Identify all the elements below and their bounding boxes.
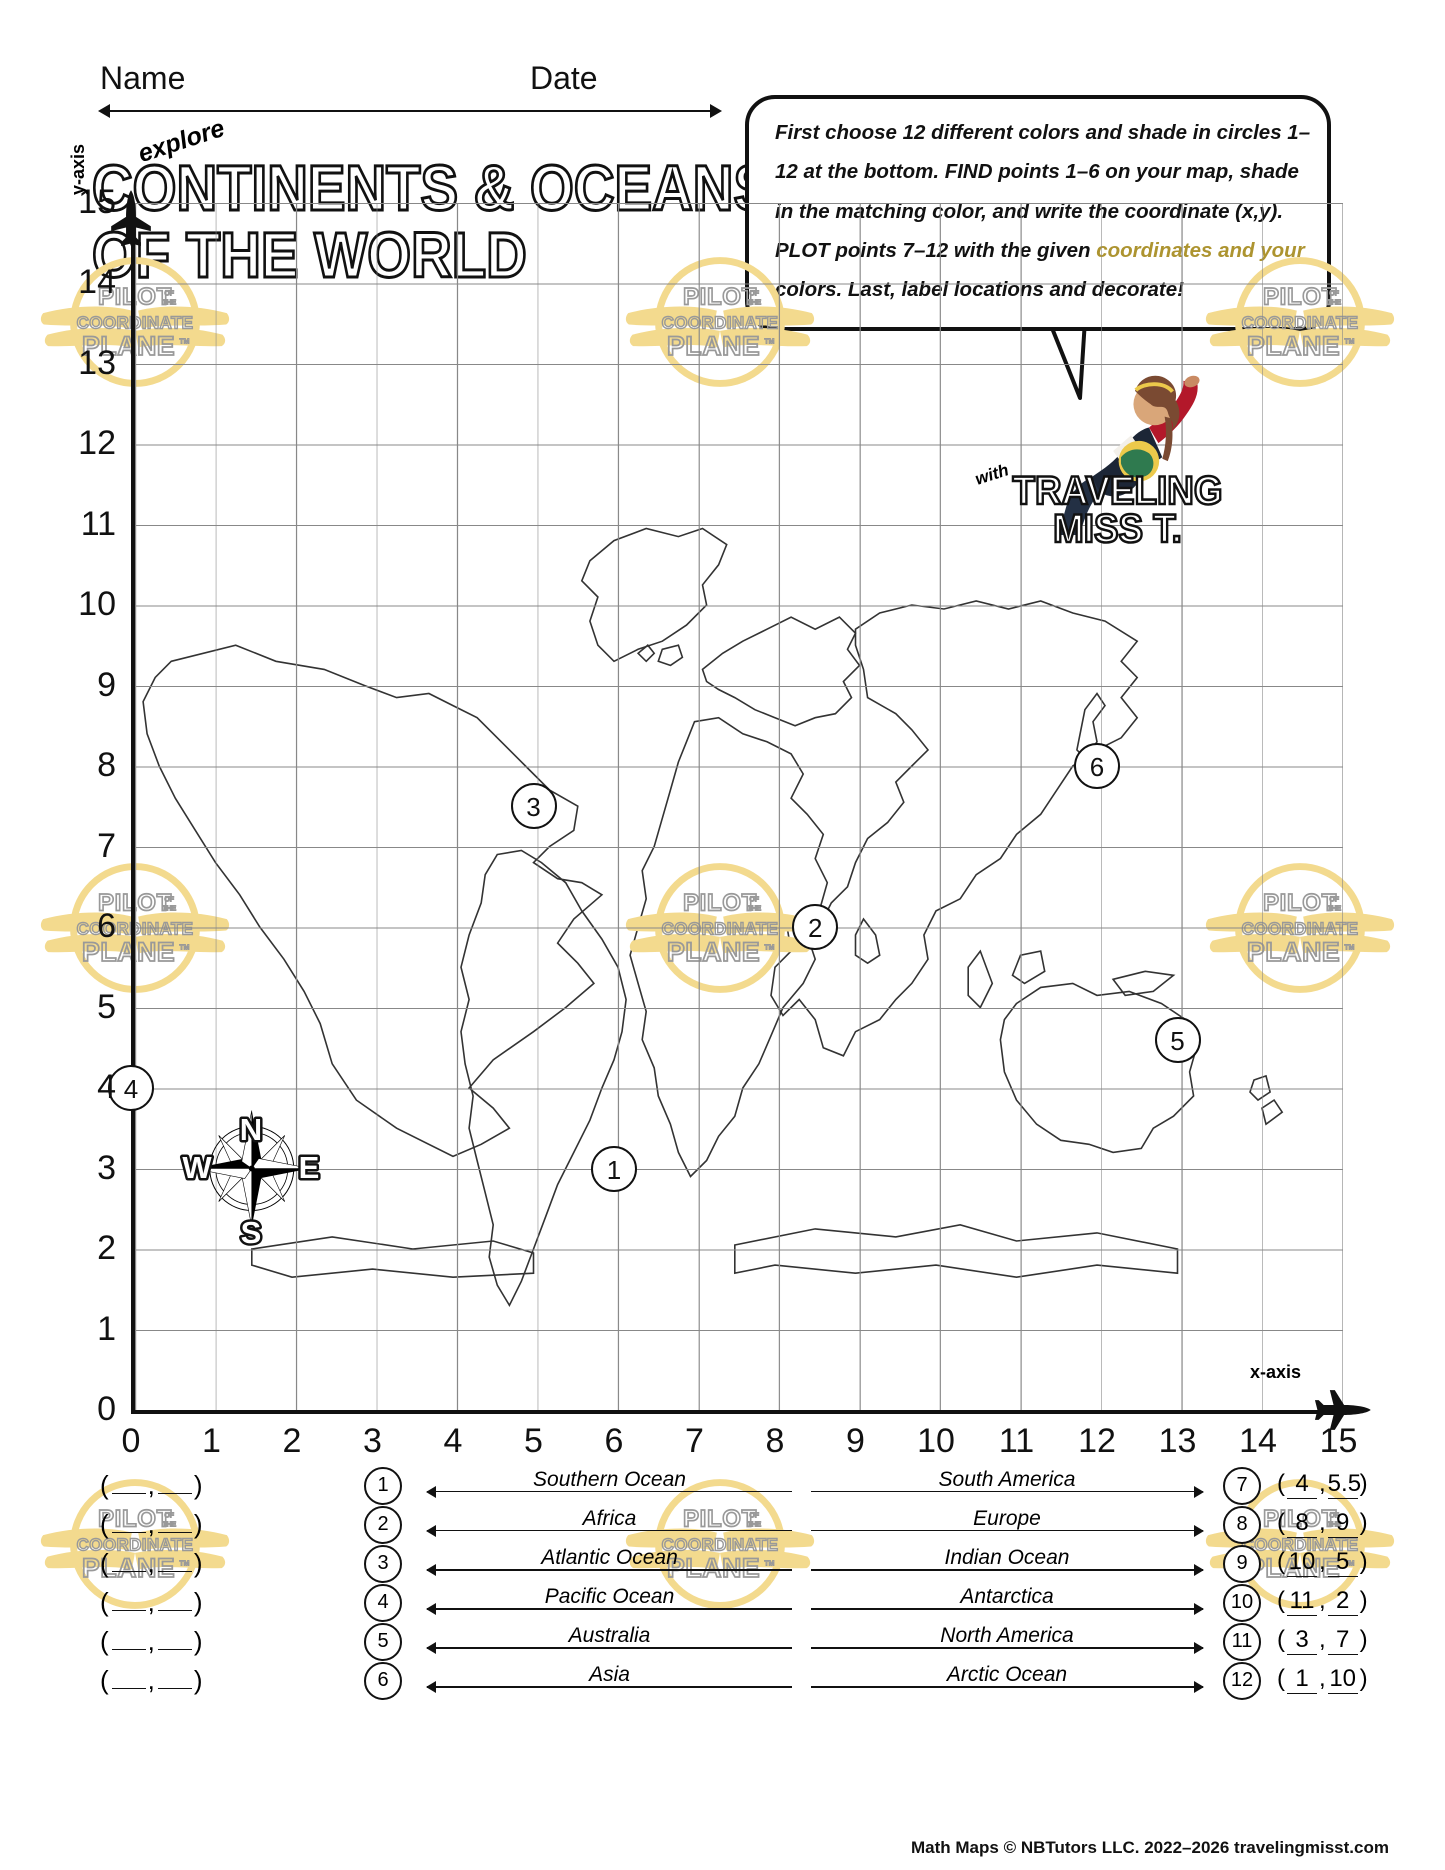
svg-text:E: E bbox=[299, 1150, 320, 1185]
svg-text:S: S bbox=[241, 1215, 262, 1250]
svg-text:N: N bbox=[240, 1112, 262, 1147]
svg-text:W: W bbox=[182, 1150, 212, 1185]
